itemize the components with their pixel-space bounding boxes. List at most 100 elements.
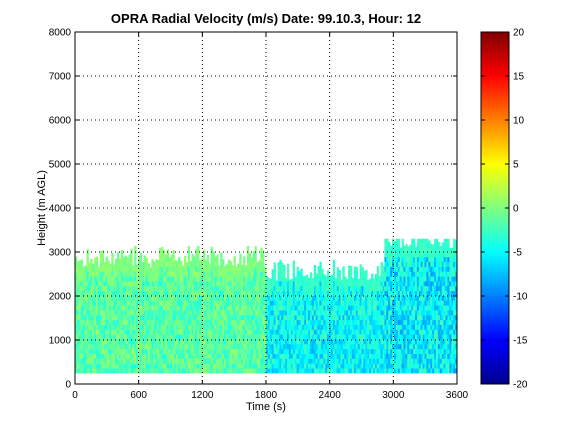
heatmap-cell [149,353,152,359]
heatmap-cell [239,363,242,369]
heatmap-cell [399,329,402,335]
heatmap-cell [321,319,324,325]
heatmap-cell [168,353,171,359]
heatmap-cell [382,314,385,321]
heatmap-cell [199,261,202,267]
heatmap-cell [189,271,192,277]
heatmap-cell [428,276,431,282]
heatmap-cell [266,363,269,369]
heatmap-cell [136,363,139,369]
heatmap-cell [336,368,339,374]
heatmap-cell [239,300,242,306]
heatmap-cell [436,271,439,277]
heatmap-cell [369,339,372,345]
heatmap-cell [281,300,284,306]
heatmap-cell [246,363,250,369]
heatmap-cell [317,358,320,364]
heatmap-cell [130,256,133,262]
heatmap-cell [334,285,338,292]
heatmap-cell [344,305,347,311]
heatmap-cell [227,368,231,374]
heatmap-cell [256,358,259,364]
heatmap-cell [344,314,347,321]
heatmap-cell [373,295,376,301]
heatmap-cell [344,329,347,335]
heatmap-cell [380,310,383,316]
heatmap-cell [210,252,213,258]
heatmap-cell [367,353,370,359]
heatmap-cell [201,266,204,272]
heatmap-cell [88,348,91,354]
heatmap-cell [258,334,261,340]
heatmap-cell [422,348,425,354]
heatmap-cell [178,305,181,311]
heatmap-cell [138,363,141,369]
heatmap-cell [239,348,242,354]
heatmap-cell [451,295,454,301]
heatmap-cell [172,300,175,306]
heatmap-cell [350,339,353,345]
heatmap-cell [199,368,202,374]
heatmap-cell [415,252,418,258]
heatmap-cell [201,305,204,311]
heatmap-cell [164,358,168,364]
heatmap-cell [451,256,454,262]
heatmap-cell [304,275,307,277]
heatmap-cell [428,240,431,243]
heatmap-cell [118,258,122,263]
heatmap-cell [75,276,78,282]
heatmap-cell [445,344,448,350]
heatmap-cell [401,266,404,272]
heatmap-cell [136,324,139,330]
heatmap-cell [103,348,106,354]
heatmap-cell [369,300,372,306]
heatmap-cell [80,314,83,321]
heatmap-cell [283,368,286,374]
heatmap-cell [397,276,401,282]
heatmap-cell [105,261,108,267]
heatmap-cell [195,300,198,306]
heatmap-cell [281,339,284,345]
heatmap-cell [210,363,213,369]
heatmap-cell [327,270,330,272]
heatmap-cell [145,310,148,316]
heatmap-cell [285,290,288,296]
heatmap-cell [332,281,336,287]
heatmap-cell [246,324,250,330]
heatmap-cell [369,344,372,350]
heatmap-cell [422,242,425,248]
heatmap-cell [109,266,112,272]
heatmap-cell [426,285,429,292]
heatmap-cell [109,276,112,282]
heatmap-cell [109,368,112,374]
heatmap-cell [267,368,271,374]
heatmap-cell [401,348,404,354]
heatmap-cell [117,339,120,345]
heatmap-cell [344,285,347,292]
heatmap-cell [367,319,370,325]
heatmap-cell [120,348,124,354]
heatmap-cell [224,290,227,296]
heatmap-cell [84,329,87,335]
heatmap-cell [176,358,179,364]
heatmap-cell [183,305,187,311]
heatmap-cell [92,263,95,267]
heatmap-cell [298,334,301,340]
heatmap-cell [145,290,148,296]
heatmap-cell [384,271,387,277]
heatmap-cell [178,348,181,354]
heatmap-cell [432,244,435,248]
heatmap-cell [311,290,315,296]
heatmap-cell [325,344,328,350]
heatmap-cell [164,305,168,311]
heatmap-cell [258,314,261,321]
heatmap-cell [145,368,148,374]
heatmap-cell [422,261,425,267]
heatmap-cell [418,238,422,243]
heatmap-cell [151,353,154,359]
heatmap-cell [285,348,288,354]
heatmap-cell [172,285,175,292]
heatmap-cell [75,266,78,272]
heatmap-cell [164,254,168,258]
heatmap-cell [170,295,173,301]
